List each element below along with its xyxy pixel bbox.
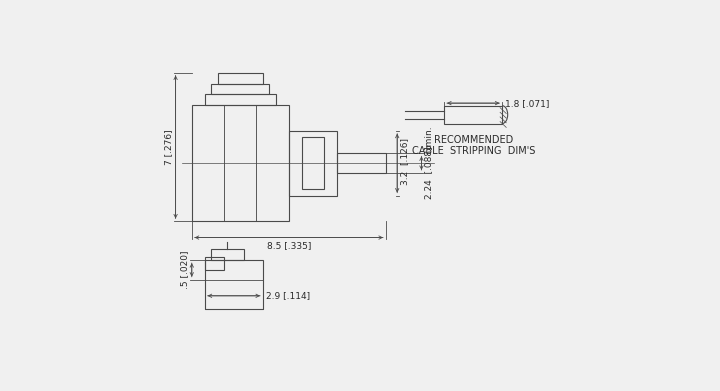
Text: CABLE  STRIPPING  DIM'S: CABLE STRIPPING DIM'S [412,146,535,156]
Text: RECOMMENDED: RECOMMENDED [433,135,513,145]
Bar [211,249,243,260]
Text: 2.9 [.114]: 2.9 [.114] [266,291,310,300]
Bar [302,137,325,189]
Bar [192,105,289,221]
Bar [217,73,263,84]
Bar [204,257,224,270]
Text: 2.24  [.088]min.: 2.24 [.088]min. [424,127,433,199]
Text: .5 [.020]: .5 [.020] [180,251,189,289]
Bar [289,131,338,196]
Text: 7 [.276]: 7 [.276] [164,129,173,165]
Bar [444,106,503,124]
Text: 8.5 [.335]: 8.5 [.335] [266,241,311,251]
Bar [211,84,269,93]
Text: 3.2  [.126]: 3.2 [.126] [400,138,409,185]
Bar [338,153,386,173]
Text: 1.8 [.071]: 1.8 [.071] [505,99,549,108]
Bar [204,93,276,105]
Bar [204,260,263,309]
